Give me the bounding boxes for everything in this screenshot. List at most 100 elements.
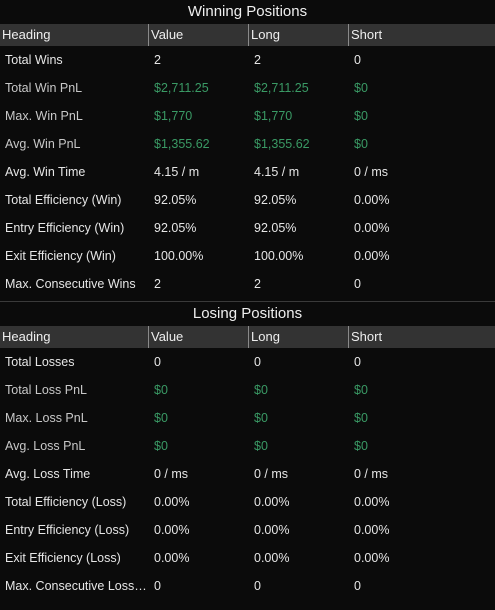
row-long: $1,770 xyxy=(254,109,293,123)
row-short: $0 xyxy=(354,439,368,453)
row-long: 0.00% xyxy=(254,495,290,509)
table-row[interactable]: Max. Win PnL $1,770 $1,770 $0 xyxy=(0,102,495,130)
table-row[interactable]: Entry Efficiency (Win) 92.05% 92.05% 0.00% xyxy=(0,214,495,242)
column-header-short[interactable]: Short xyxy=(348,326,495,348)
row-long: $0 xyxy=(254,439,268,453)
row-value: $1,355.62 xyxy=(154,137,210,151)
table-row[interactable]: Exit Efficiency (Loss) 0.00% 0.00% 0.00% xyxy=(0,544,495,572)
row-long: 100.00% xyxy=(254,249,304,263)
row-short: 0.00% xyxy=(354,221,390,235)
row-heading: Total Win PnL xyxy=(5,81,83,95)
row-value: 4.15 / m xyxy=(154,165,200,179)
row-value: $1,770 xyxy=(154,109,193,123)
row-value: $0 xyxy=(154,439,168,453)
row-value: $0 xyxy=(154,411,168,425)
row-heading: Avg. Loss PnL xyxy=(5,439,86,453)
row-value: 0.00% xyxy=(154,551,190,565)
row-long: 0.00% xyxy=(254,551,290,565)
row-short: 0.00% xyxy=(354,551,390,565)
row-heading: Avg. Win PnL xyxy=(5,137,81,151)
column-header-heading[interactable]: Heading xyxy=(2,27,51,42)
row-value: 92.05% xyxy=(154,221,197,235)
winning-table-header: Heading Value Long Short xyxy=(0,24,495,46)
row-heading: Total Efficiency (Win) xyxy=(5,193,122,207)
table-row[interactable]: Exit Efficiency (Win) 100.00% 100.00% 0.00% xyxy=(0,242,495,270)
row-short: $0 xyxy=(354,383,368,397)
row-short: 0 xyxy=(354,579,361,593)
row-short: $0 xyxy=(354,109,368,123)
row-value: 0 xyxy=(154,579,161,593)
row-long: $0 xyxy=(254,411,268,425)
row-short: $0 xyxy=(354,81,368,95)
row-heading: Avg. Win Time xyxy=(5,165,86,179)
column-header-heading[interactable]: Heading xyxy=(2,329,51,344)
row-short: 0 xyxy=(354,355,361,369)
row-heading: Total Loss PnL xyxy=(5,383,87,397)
table-row[interactable]: Avg. Win PnL $1,355.62 $1,355.62 $0 xyxy=(0,130,495,158)
table-row[interactable]: Avg. Win Time 4.15 / m 4.15 / m 0 / ms xyxy=(0,158,495,186)
table-row[interactable]: Avg. Loss PnL $0 $0 $0 xyxy=(0,432,495,460)
row-value: 0 xyxy=(154,355,161,369)
column-header-long[interactable]: Long xyxy=(248,24,349,46)
row-heading: Max. Consecutive Wins xyxy=(5,277,136,291)
row-long: 2 xyxy=(254,53,261,67)
losing-positions-section: Losing Positions Heading Value Long Shor… xyxy=(0,302,495,600)
table-row[interactable]: Total Wins 2 2 0 xyxy=(0,46,495,74)
column-header-value[interactable]: Value xyxy=(148,326,249,348)
row-long: 92.05% xyxy=(254,193,297,207)
row-short: 0 / ms xyxy=(354,467,389,481)
row-heading: Total Wins xyxy=(5,53,63,67)
column-header-value[interactable]: Value xyxy=(148,24,249,46)
row-heading: Max. Consecutive Losses xyxy=(5,579,147,593)
losing-table-header: Heading Value Long Short xyxy=(0,326,495,348)
table-row[interactable]: Total Win PnL $2,711.25 $2,711.25 $0 xyxy=(0,74,495,102)
row-long: 0 / ms xyxy=(254,467,289,481)
winning-positions-section: Winning Positions Heading Value Long Sho… xyxy=(0,0,495,302)
row-long: 4.15 / m xyxy=(254,165,300,179)
row-short: $0 xyxy=(354,411,368,425)
row-value: 92.05% xyxy=(154,193,197,207)
winning-positions-title: Winning Positions xyxy=(187,3,308,20)
row-value: 2 xyxy=(154,53,161,67)
row-heading: Avg. Loss Time xyxy=(5,467,91,481)
row-long: 0.00% xyxy=(254,523,290,537)
table-row[interactable]: Total Losses 0 0 0 xyxy=(0,348,495,376)
table-row[interactable]: Total Efficiency (Loss) 0.00% 0.00% 0.00% xyxy=(0,488,495,516)
table-row[interactable]: Total Loss PnL $0 $0 $0 xyxy=(0,376,495,404)
row-short: 0.00% xyxy=(354,523,390,537)
row-long: $0 xyxy=(254,383,268,397)
row-value: 0.00% xyxy=(154,523,190,537)
row-short: 0.00% xyxy=(354,193,390,207)
row-long: $2,711.25 xyxy=(254,81,309,95)
row-value: $2,711.25 xyxy=(154,81,209,95)
row-value: 2 xyxy=(154,277,161,291)
winning-table-body: Total Wins 2 2 0 Total Win PnL $2,711.25 $2,71… xyxy=(0,46,495,298)
row-long: 0 xyxy=(254,355,261,369)
table-row[interactable]: Max. Consecutive Wins 2 2 0 xyxy=(0,270,495,298)
table-row[interactable]: Entry Efficiency (Loss) 0.00% 0.00% 0.00% xyxy=(0,516,495,544)
row-heading: Total Efficiency (Loss) xyxy=(5,495,127,509)
row-heading: Exit Efficiency (Loss) xyxy=(5,551,121,565)
row-heading: Exit Efficiency (Win) xyxy=(5,249,116,263)
row-short: 0.00% xyxy=(354,495,390,509)
row-long: $1,355.62 xyxy=(254,137,310,151)
row-short: $0 xyxy=(354,137,368,151)
row-long: 92.05% xyxy=(254,221,297,235)
row-short: 0 xyxy=(354,277,361,291)
table-row[interactable]: Max. Loss PnL $0 $0 $0 xyxy=(0,404,495,432)
row-short: 0 / ms xyxy=(354,165,389,179)
losing-table-body: Total Losses 0 0 0 Total Loss PnL $0 $0 $0 Max. … xyxy=(0,348,495,600)
column-header-long[interactable]: Long xyxy=(248,326,349,348)
row-heading: Entry Efficiency (Loss) xyxy=(5,523,130,537)
losing-positions-title: Losing Positions xyxy=(192,305,303,322)
table-row[interactable]: Max. Consecutive Losses 0 0 0 xyxy=(0,572,495,600)
row-long: 2 xyxy=(254,277,261,291)
column-header-short[interactable]: Short xyxy=(348,24,495,46)
row-heading: Entry Efficiency (Win) xyxy=(5,221,125,235)
row-short: 0 xyxy=(354,53,361,67)
row-heading: Max. Win PnL xyxy=(5,109,83,123)
table-row[interactable]: Total Efficiency (Win) 92.05% 92.05% 0.00% xyxy=(0,186,495,214)
row-long: 0 xyxy=(254,579,261,593)
row-value: $0 xyxy=(154,383,168,397)
table-row[interactable]: Avg. Loss Time 0 / ms 0 / ms 0 / ms xyxy=(0,460,495,488)
